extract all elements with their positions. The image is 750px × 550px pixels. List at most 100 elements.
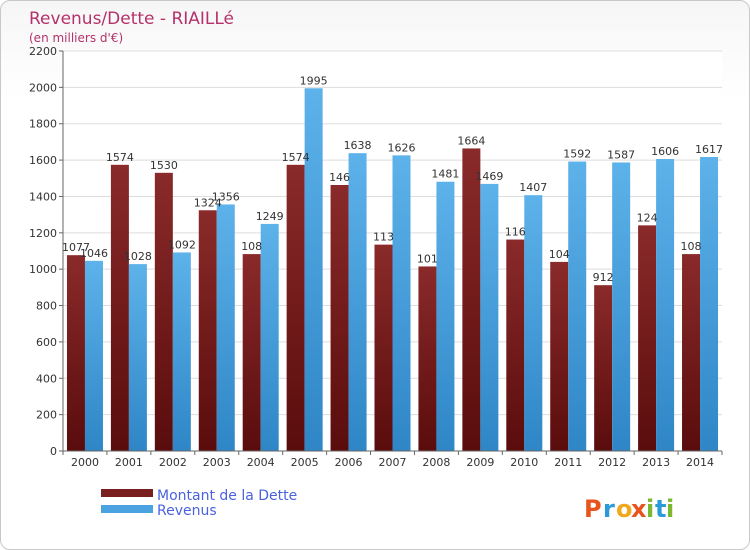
value-label: 113 (373, 231, 394, 244)
x-tick-label: 2013 (642, 456, 670, 469)
value-label: 1530 (150, 159, 178, 172)
logo-letter: o (616, 495, 633, 523)
value-label: 1324 (194, 196, 222, 209)
bar-dette (154, 172, 173, 451)
y-tick-label: 1200 (29, 227, 57, 240)
legend: Montant de la Dette Revenus (101, 488, 297, 519)
bar-dette (506, 239, 525, 451)
logo-letter: x (631, 495, 647, 523)
x-tick-label: 2012 (598, 456, 626, 469)
bar-revenus (216, 204, 235, 451)
value-label: 108 (241, 240, 262, 253)
y-tick-label: 600 (36, 336, 57, 349)
bar-revenus (348, 153, 367, 451)
bar-dette (110, 164, 129, 451)
bar-revenus (304, 88, 323, 451)
value-label: 104 (549, 248, 570, 261)
x-tick-label: 2005 (291, 456, 319, 469)
value-label: 1077 (62, 241, 90, 254)
value-label: 1469 (475, 170, 503, 183)
bar-dette (594, 285, 613, 451)
value-label: 912 (593, 271, 614, 284)
logo-letter: i (646, 495, 654, 523)
chart-subtitle: (en milliers d'€) (29, 31, 123, 45)
x-tick-label: 2011 (554, 456, 582, 469)
x-tick-label: 2009 (466, 456, 494, 469)
bar-revenus (656, 159, 675, 451)
bar-revenus (260, 223, 279, 451)
value-label: 1249 (256, 210, 284, 223)
y-tick-label: 800 (36, 300, 57, 313)
bar-dette (286, 164, 305, 451)
value-label: 1626 (388, 141, 416, 154)
value-label: 1046 (80, 247, 108, 260)
bar-revenus (612, 162, 631, 452)
x-tick-label: 2006 (335, 456, 363, 469)
value-label: 1995 (300, 74, 328, 87)
x-tick-label: 2007 (379, 456, 407, 469)
value-label: 1617 (695, 143, 723, 156)
bar-revenus (172, 252, 191, 451)
x-tick-label: 2001 (115, 456, 143, 469)
x-tick-label: 2010 (510, 456, 538, 469)
value-label: 1592 (563, 148, 591, 161)
y-tick-label: 1000 (29, 263, 57, 276)
logo-letter: r (603, 495, 615, 523)
x-tick-label: 2003 (203, 456, 231, 469)
chart-title: Revenus/Dette - RIAILLé (29, 9, 234, 29)
y-tick-label: 1600 (29, 154, 57, 167)
bar-dette (242, 254, 261, 451)
logo-letter: t (655, 495, 666, 523)
value-label: 1587 (607, 148, 635, 161)
bar-revenus (84, 260, 103, 451)
y-tick-label: 2000 (29, 81, 57, 94)
bar-dette (66, 255, 85, 451)
value-label: 1092 (168, 238, 196, 251)
x-tick-label: 2014 (686, 456, 714, 469)
value-label: 1574 (282, 151, 310, 164)
x-tick-label: 2000 (71, 456, 99, 469)
bar-revenus (524, 195, 543, 451)
x-tick-label: 2002 (159, 456, 187, 469)
bar-revenus (700, 157, 719, 451)
value-label: 1574 (106, 151, 134, 164)
bar-revenus (568, 161, 587, 451)
y-tick-label: 200 (36, 409, 57, 422)
bar-dette (374, 244, 393, 451)
logo-letter: i (666, 495, 674, 523)
bar-revenus (128, 264, 147, 451)
y-tick-label: 1800 (29, 118, 57, 131)
value-label: 1356 (212, 190, 240, 203)
value-labels: 1077104615741028153010921324135610812491… (62, 74, 723, 284)
bar-revenus (480, 183, 499, 451)
bar-dette (330, 185, 349, 451)
bar-revenus (392, 155, 411, 451)
value-label: 108 (681, 240, 702, 253)
bar-revenus (436, 181, 455, 451)
legend-swatch-revenus (101, 505, 153, 513)
legend-swatch-dette (101, 489, 153, 497)
y-tick-label: 0 (50, 445, 57, 458)
value-label: 1481 (431, 168, 459, 181)
x-axis: 2000 2001 2002 2003 2004 2005 2006 2007 2008 2009… (62, 451, 723, 469)
value-label: 116 (505, 226, 526, 239)
value-label: 1664 (457, 134, 485, 147)
y-tick-label: 2200 (29, 45, 57, 58)
logo-letter: P (584, 495, 602, 523)
y-tick-label: 1400 (29, 190, 57, 203)
bar-dette (638, 225, 657, 451)
bars (66, 88, 719, 452)
value-label: 101 (417, 252, 438, 265)
value-label: 1638 (344, 139, 372, 152)
legend-label-revenus: Revenus (157, 503, 217, 519)
bar-dette (462, 148, 481, 452)
value-label: 1028 (124, 250, 152, 263)
value-label: 124 (637, 211, 658, 224)
value-label: 146 (329, 171, 350, 184)
y-tick-label: 400 (36, 372, 57, 385)
bar-dette (418, 266, 437, 451)
x-tick-label: 2004 (247, 456, 275, 469)
